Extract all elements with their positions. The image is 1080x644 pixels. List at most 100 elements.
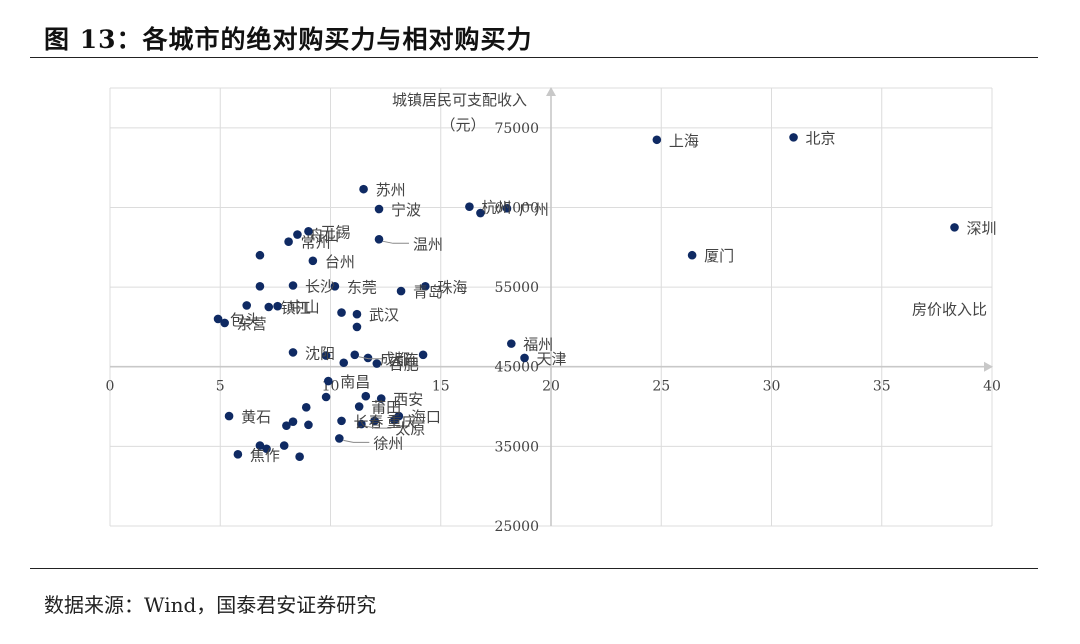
point-label: 海口: [411, 408, 441, 426]
data-point: [295, 452, 304, 462]
point-label: 天津: [537, 350, 567, 368]
point-label: 沈阳: [305, 344, 335, 362]
data-point: [335, 434, 344, 443]
data-point: [304, 227, 313, 236]
data-point: [372, 359, 382, 368]
x-tick-label: 20: [542, 379, 560, 395]
x-tick-label: 30: [763, 379, 781, 395]
data-point: [282, 421, 291, 430]
data-point: [301, 403, 311, 412]
data-point: [354, 402, 364, 411]
data-point: [279, 441, 289, 450]
y-axis-arrow: [546, 87, 556, 96]
point-label: 徐州: [373, 434, 403, 452]
x-tick-label: 15: [432, 379, 450, 395]
label-callout-line: [382, 240, 410, 244]
point-label: 东营: [237, 315, 267, 333]
point-label: 南昌: [340, 373, 370, 391]
data-point: [224, 411, 234, 421]
data-point: [370, 416, 379, 426]
data-point: [476, 208, 485, 218]
source-note: 数据来源：Wind，国泰君安证券研究: [44, 593, 377, 617]
y-axis-title-unit: （元）: [440, 116, 485, 134]
x-tick-label: 0: [106, 379, 115, 395]
data-point: [394, 411, 404, 421]
x-tick-label: 25: [652, 379, 670, 395]
data-point: [330, 281, 340, 291]
point-label: 无锡: [320, 223, 350, 241]
point-label: 武汉: [369, 306, 399, 324]
point-label: 珠海: [437, 278, 467, 296]
point-label: 上海: [669, 132, 699, 150]
point-label: 合肥: [389, 356, 419, 374]
point-label: 焦作: [250, 446, 280, 464]
data-point: [255, 250, 265, 260]
point-label: 长春: [354, 413, 384, 431]
data-point: [361, 391, 371, 401]
data-point: [255, 281, 265, 291]
label-callout-line: [343, 439, 370, 443]
data-point: [293, 230, 302, 239]
data-point: [321, 351, 331, 360]
point-label: 深圳: [967, 219, 997, 237]
data-point: [520, 353, 529, 363]
data-point: [337, 308, 346, 317]
point-label: 大连: [389, 351, 419, 369]
point-label: 福州: [523, 336, 553, 354]
data-point: [789, 133, 798, 142]
point-label: 北京: [806, 129, 836, 147]
data-point: [421, 281, 430, 291]
footer-rule: [30, 568, 1038, 569]
point-label: 台州: [325, 253, 355, 271]
x-axis-title: 房价收入比: [912, 301, 987, 319]
point-label: 温州: [413, 235, 443, 253]
point-label: 长沙: [305, 277, 335, 295]
point-label: 重庆: [387, 413, 417, 431]
y-tick-label: 25000: [494, 519, 539, 535]
title-rule: [30, 57, 1038, 58]
data-point: [376, 394, 386, 403]
data-point: [337, 416, 346, 426]
axis-titles: 城镇居民可支配收入 （元） 房价收入比: [392, 91, 987, 319]
point-label: 宁波: [391, 201, 421, 219]
x-tick-label: 5: [216, 379, 225, 395]
data-point: [652, 135, 662, 145]
x-tick-label: 35: [873, 379, 891, 395]
data-point: [396, 286, 406, 296]
point-label: 苏州: [376, 181, 406, 199]
data-point: [288, 348, 298, 357]
data-point: [284, 237, 293, 246]
data-point: [255, 441, 265, 450]
data-point: [273, 301, 282, 311]
x-tick-label: 40: [983, 379, 1001, 395]
label-callout-line: [358, 356, 385, 360]
data-point: [339, 358, 349, 368]
y-tick-label: 35000: [494, 439, 539, 455]
point-label: 杭州: [481, 199, 511, 217]
data-point: [321, 392, 331, 402]
data-point: [220, 318, 229, 328]
data-point: [288, 417, 298, 426]
point-label: 包头: [230, 311, 260, 329]
data-point: [308, 256, 318, 266]
y-tick-label: 75000: [494, 121, 539, 137]
data-points: [213, 133, 959, 462]
data-point: [507, 339, 516, 348]
point-label: 广州: [519, 200, 549, 218]
x-axis-arrow: [984, 361, 993, 372]
data-point: [264, 302, 274, 312]
data-point: [242, 301, 252, 310]
data-point: [323, 376, 333, 386]
axes: [110, 87, 993, 526]
data-point: [357, 419, 366, 429]
data-point: [352, 322, 362, 332]
data-point: [304, 420, 313, 430]
data-point: [233, 450, 243, 459]
data-point: [213, 314, 223, 324]
point-label: 常州: [301, 234, 331, 252]
data-point: [374, 204, 384, 214]
data-point: [350, 350, 360, 360]
label-callout-line: [365, 425, 392, 429]
